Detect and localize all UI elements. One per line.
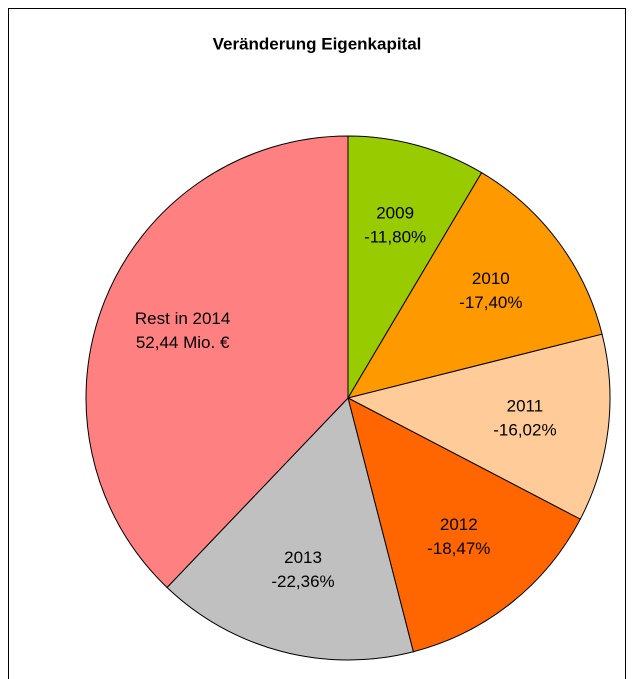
slice-label: 2011	[507, 396, 544, 415]
slice-label: 2009	[376, 204, 414, 223]
pie-slice	[346, 333, 611, 520]
pie-slice	[347, 135, 483, 400]
pie-slice	[347, 397, 581, 653]
slice-label: Rest in 2014	[135, 309, 230, 328]
slice-value-label: -22,36%	[271, 572, 334, 591]
chart-title: Veränderung Eigenkapital	[213, 34, 422, 53]
slice-label: 2013	[284, 548, 322, 567]
pie-slice	[346, 171, 603, 399]
slice-label: 2012	[440, 515, 478, 534]
slice-value-label: -17,40%	[459, 293, 522, 312]
pie-slice	[166, 397, 414, 661]
slice-label: 2010	[472, 269, 510, 288]
slice-value-label: -11,80%	[364, 228, 426, 247]
slice-value-label: -18,47%	[427, 539, 490, 558]
slice-value-label: -16,02%	[493, 420, 556, 439]
slice-value-label: 52,44 Mio. €	[136, 333, 230, 352]
pie-slice	[85, 135, 349, 589]
